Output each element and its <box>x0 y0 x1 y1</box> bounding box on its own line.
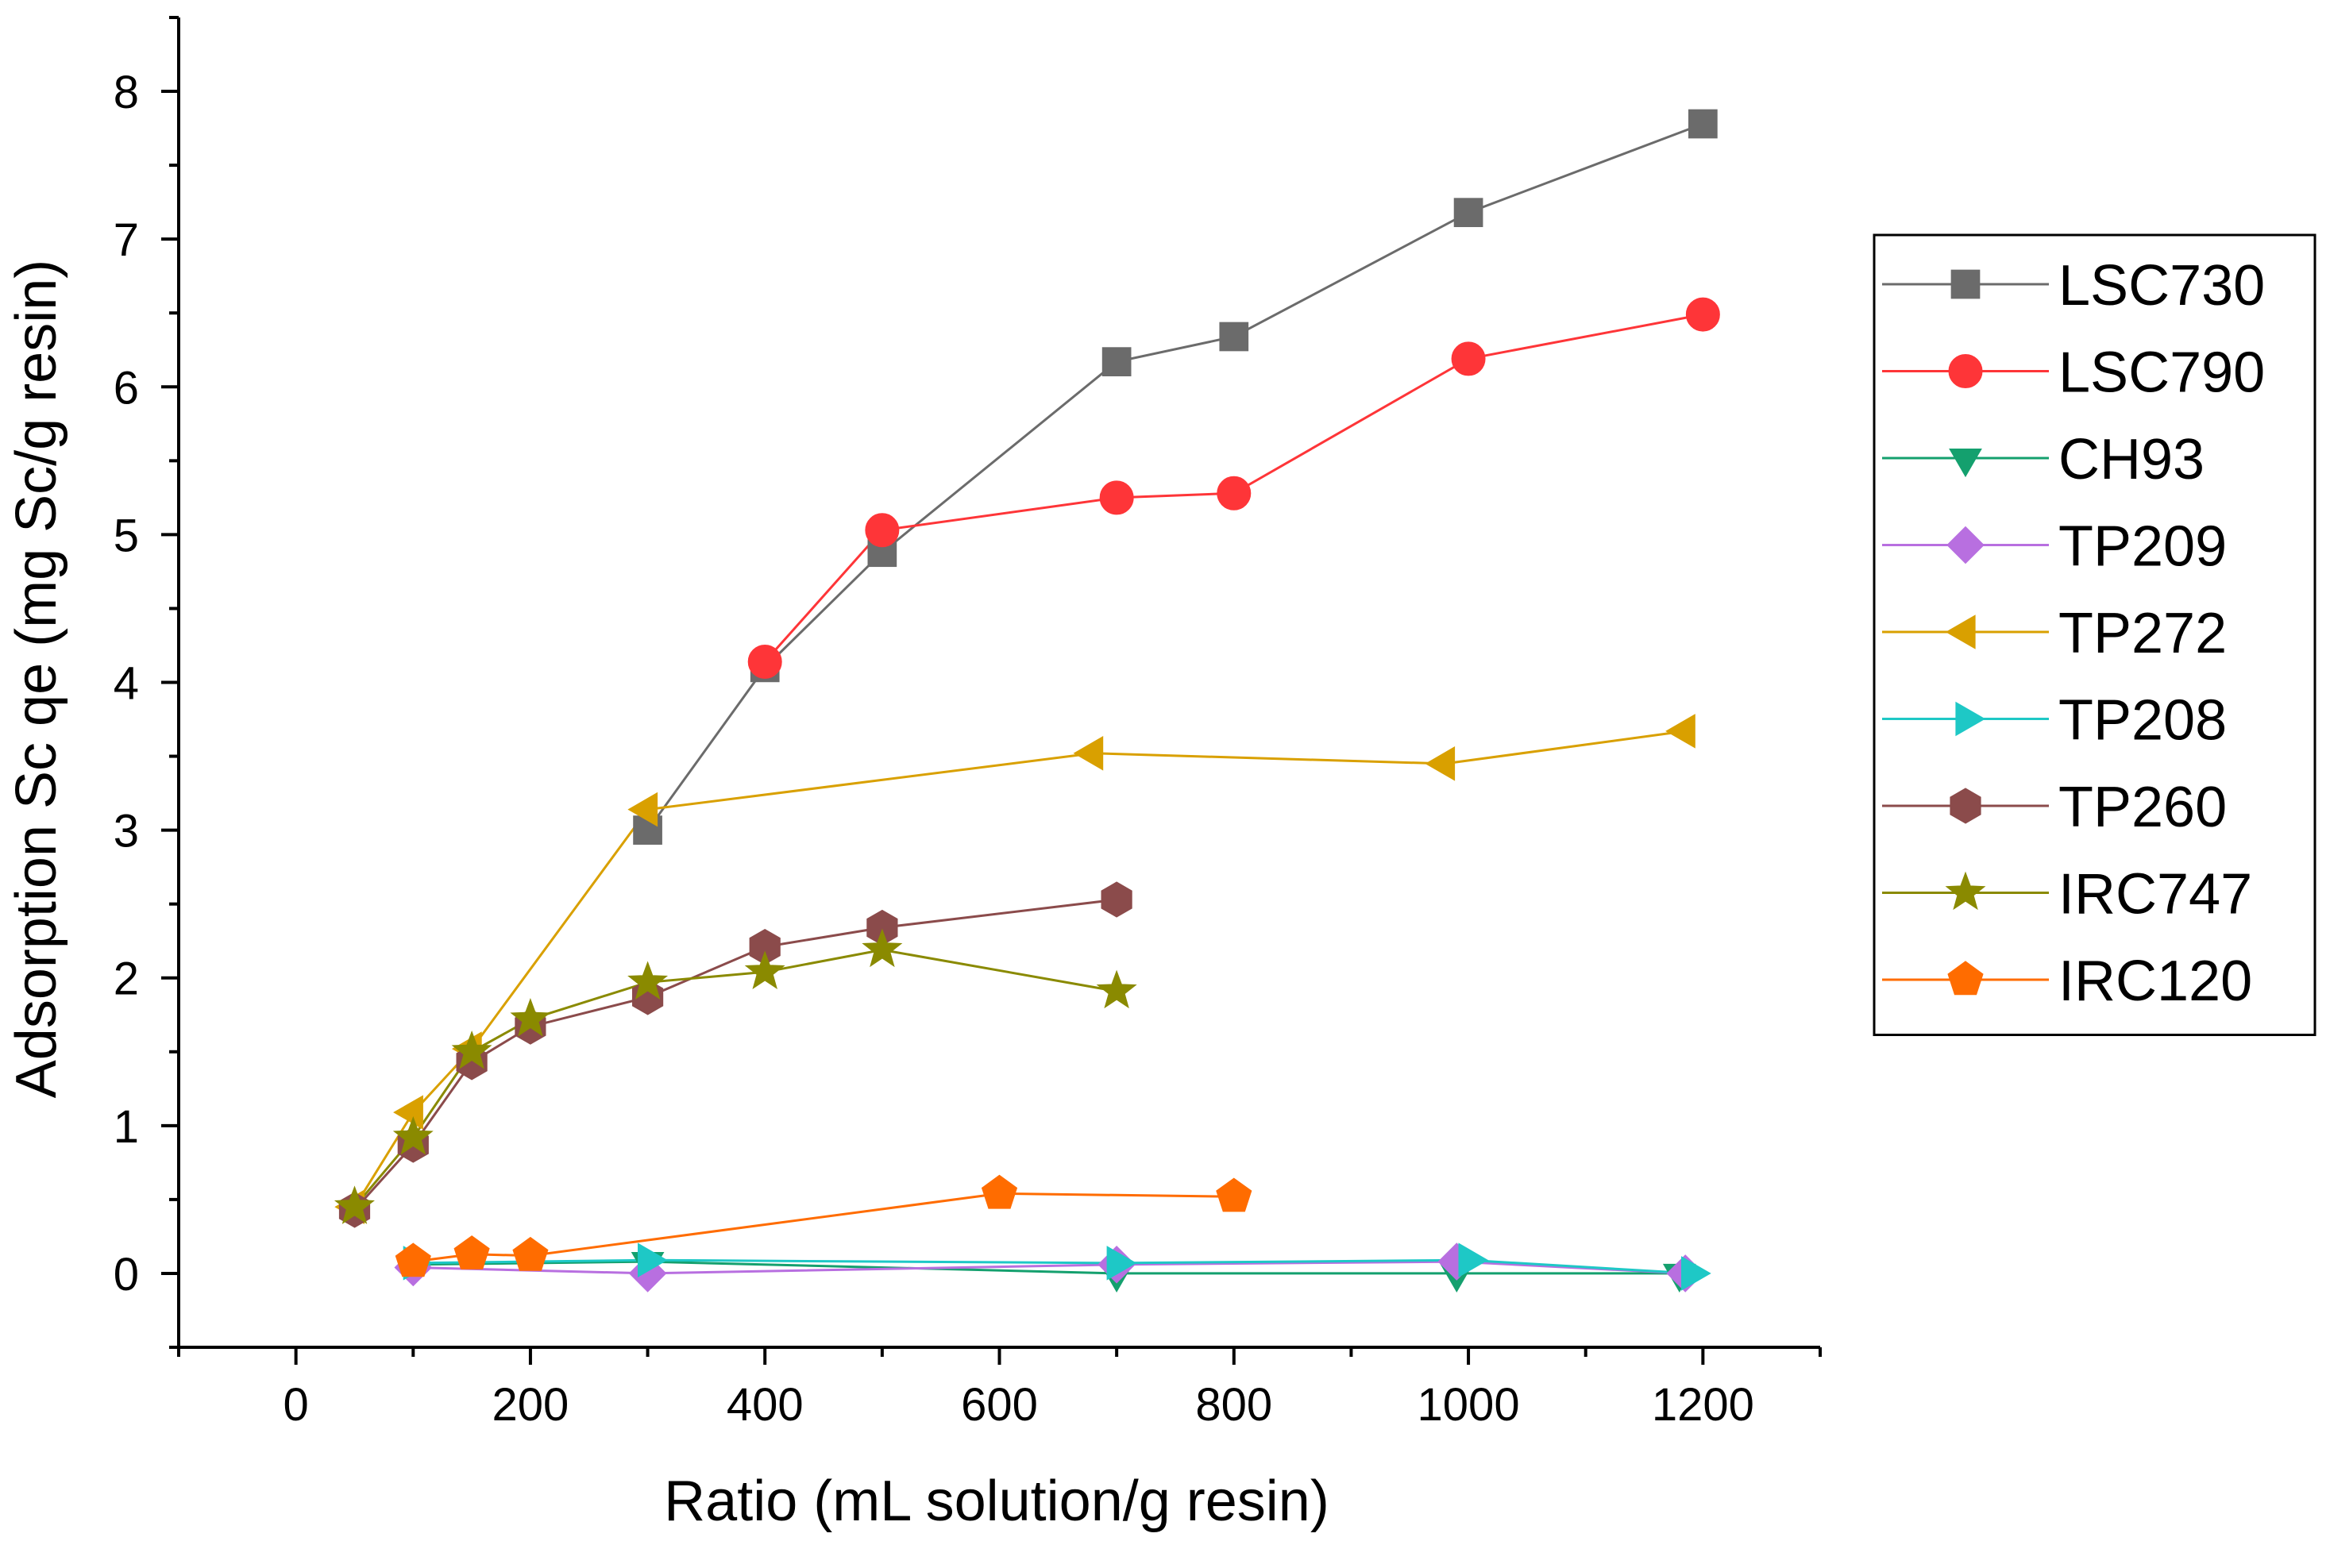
legend-marker-lsc730 <box>1950 269 1981 299</box>
data-point-tp208 <box>1681 1256 1711 1291</box>
legend-marker-lsc790 <box>1948 354 1983 388</box>
legend-marker-tp208 <box>1955 701 1986 737</box>
y-tick-label: 4 <box>114 658 139 710</box>
series-line-tp272 <box>353 730 1686 1208</box>
data-point-lsc730 <box>1688 109 1718 139</box>
series-line-lsc790 <box>764 313 1703 663</box>
legend-label-lsc790: LSC790 <box>2058 341 2265 405</box>
legend-marker-ch93 <box>1949 449 1982 478</box>
data-point-lsc790 <box>1451 341 1486 376</box>
y-tick-label: 5 <box>114 510 139 561</box>
data-point-lsc790 <box>747 644 782 679</box>
data-point-lsc790 <box>1099 480 1134 515</box>
data-point-tp208 <box>1106 1246 1137 1281</box>
data-point-lsc730 <box>1219 322 1249 352</box>
y-tick-label: 8 <box>114 67 139 118</box>
x-tick-label: 1000 <box>1418 1379 1520 1431</box>
x-tick-label: 600 <box>961 1379 1038 1431</box>
data-point-tp260 <box>749 929 781 965</box>
data-point-irc747 <box>510 998 551 1037</box>
x-tick-label: 800 <box>1195 1379 1272 1431</box>
data-point-tp272 <box>1665 714 1695 749</box>
legend-label-irc120: IRC120 <box>2058 950 2252 1013</box>
legend-label-tp260: TP260 <box>2058 776 2227 839</box>
plot-markers <box>334 109 1720 1293</box>
plot-area <box>353 122 1703 1275</box>
data-point-irc747 <box>334 1185 375 1224</box>
data-point-irc120 <box>981 1174 1018 1209</box>
data-point-lsc730 <box>1453 198 1483 228</box>
data-point-irc747 <box>392 1115 434 1155</box>
legend-marker-irc120 <box>1947 961 1984 996</box>
legend-label-lsc730: LSC730 <box>2058 254 2265 318</box>
x-tick-label: 0 <box>284 1379 309 1431</box>
legend-label-tp208: TP208 <box>2058 689 2227 753</box>
legend-marker-irc747 <box>1945 871 1986 911</box>
data-point-tp272 <box>1073 736 1104 771</box>
legend-marker-tp260 <box>1950 788 1981 824</box>
data-point-tp260 <box>1101 881 1132 918</box>
data-point-tp208 <box>638 1242 668 1277</box>
x-tick-label: 200 <box>492 1379 569 1431</box>
data-point-tp260 <box>866 909 898 946</box>
y-axis-title: Adsorption Sc qe (mg Sc/g resin) <box>5 260 68 1098</box>
data-point-irc747 <box>744 950 785 989</box>
x-tick-label: 400 <box>727 1379 804 1431</box>
data-point-tp272 <box>1425 746 1456 781</box>
y-tick-label: 2 <box>114 954 139 1005</box>
data-point-irc747 <box>451 1030 492 1069</box>
y-tick-label: 0 <box>114 1249 139 1300</box>
data-point-tp272 <box>393 1095 423 1130</box>
legend-marker-tp272 <box>1945 614 1976 649</box>
y-tick-label: 7 <box>114 214 139 266</box>
legend-label-tp209: TP209 <box>2058 515 2227 579</box>
data-point-irc747 <box>1096 969 1137 1009</box>
data-point-irc747 <box>862 928 903 968</box>
data-point-tp272 <box>627 792 658 827</box>
data-point-lsc790 <box>865 513 900 548</box>
data-point-lsc790 <box>1217 476 1252 510</box>
data-point-irc120 <box>453 1235 490 1269</box>
legend-label-ch93: CH93 <box>2058 428 2205 491</box>
data-point-irc120 <box>512 1236 549 1271</box>
x-axis-title: Ratio (mL solution/g resin) <box>664 1470 1329 1533</box>
y-tick-label: 1 <box>114 1101 139 1153</box>
x-tick-label: 1200 <box>1652 1379 1754 1431</box>
data-point-lsc730 <box>1101 347 1132 376</box>
data-point-irc120 <box>1216 1177 1252 1212</box>
legend-label-tp272: TP272 <box>2058 602 2227 665</box>
legend-marker-tp209 <box>1946 526 1985 564</box>
axes: 0 200 400 600 800 1000 1200 0 1 2 3 4 5 6 7 8 <box>114 16 1822 1431</box>
legend-box <box>1873 233 2316 1036</box>
legend: LSC730 LSC790 CH93 TP209 TP272 TP208 TP260 IRC7… <box>1873 233 2316 1036</box>
y-tick-label: 6 <box>114 362 139 414</box>
legend-label-irc747: IRC747 <box>2058 863 2252 927</box>
data-point-irc747 <box>627 961 669 1000</box>
series-line-lsc730 <box>646 122 1703 831</box>
data-point-lsc790 <box>1685 297 1720 332</box>
data-point-tp208 <box>1458 1242 1489 1277</box>
y-tick-label: 3 <box>114 806 139 857</box>
data-point-irc120 <box>395 1242 431 1277</box>
